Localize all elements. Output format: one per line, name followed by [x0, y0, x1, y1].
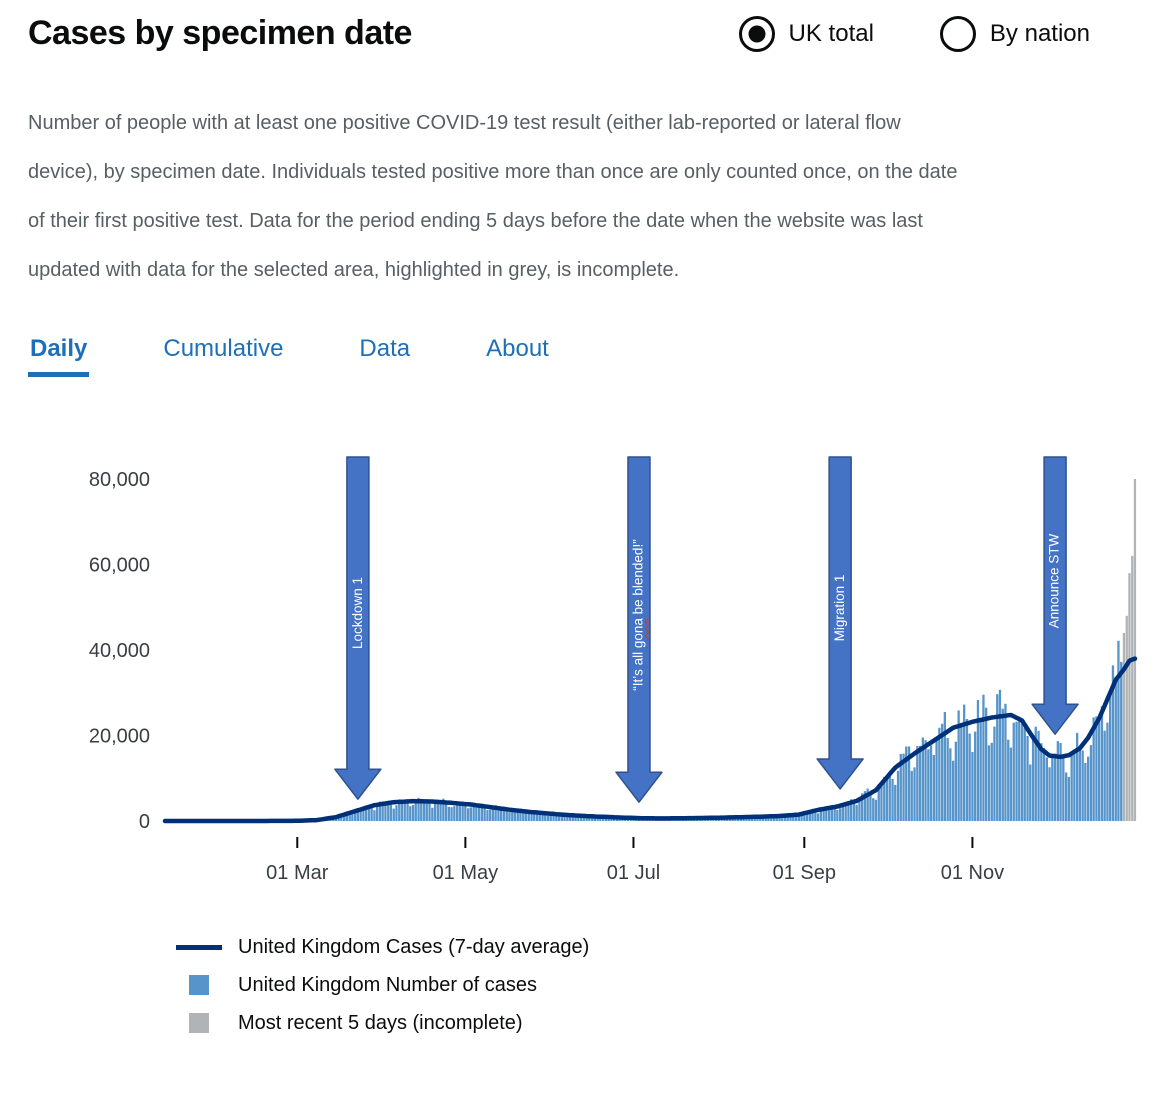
y-axis-label: 60,000 [89, 555, 150, 577]
tab-daily[interactable]: Daily [28, 335, 90, 377]
annotation-arrow-icon [1031, 456, 1079, 735]
chart-description: Number of people with at least one posit… [28, 112, 958, 281]
legend-item-daily-cases: United Kingdom Number of cases [176, 973, 1158, 997]
tab-data[interactable]: Data [359, 335, 411, 362]
legend-label: Most recent 5 days (incomplete) [238, 1011, 523, 1034]
card-header: Cases by specimen date UK total By natio… [0, 0, 1158, 53]
radio-by-nation-label: By nation [989, 19, 1090, 47]
annotation-arrow-icon [615, 456, 663, 803]
incomplete-swatch-icon [189, 1013, 209, 1033]
x-axis-label: 01 Jul [607, 862, 660, 884]
y-axis-label: 20,000 [89, 726, 150, 748]
area-type-radio-group: UK total By nation [738, 15, 1090, 52]
y-axis-label: 0 [139, 811, 150, 833]
radio-uk-total-label: UK total [788, 19, 874, 47]
y-axis-label: 80,000 [89, 469, 150, 491]
chart-canvas: 0 20,000 40,000 60,000 80,000 01 Mar 01 May 01 … [89, 456, 1138, 884]
annotation-arrow-icon [816, 456, 864, 790]
legend-item-incomplete: Most recent 5 days (incomplete) [176, 1011, 1158, 1035]
radio-uk-total[interactable]: UK total [738, 15, 874, 52]
x-axis-label: 01 May [433, 862, 499, 884]
annotation-arrow-icon [334, 456, 382, 800]
legend-item-average-line: United Kingdom Cases (7-day average) [176, 935, 1158, 959]
bar-swatch-icon [189, 975, 209, 995]
daily-cases-bars [304, 640, 1123, 821]
seven-day-average-line [162, 656, 1138, 824]
line-swatch-icon [176, 944, 222, 950]
incomplete-bars [1122, 479, 1137, 821]
tab-about[interactable]: About [486, 335, 549, 362]
y-axis-label: 40,000 [89, 640, 150, 662]
x-axis-label: 01 Sep [773, 862, 836, 884]
x-axis-label: 01 Mar [266, 862, 329, 884]
x-axis-label: 01 Nov [941, 862, 1004, 884]
chart-legend: United Kingdom Cases (7-day average) Uni… [176, 935, 1158, 1035]
radio-uk-total-icon [738, 15, 775, 52]
radio-by-nation[interactable]: By nation [939, 15, 1090, 52]
page-title: Cases by specimen date [28, 14, 412, 52]
daily-cases-chart: 0 20,000 40,000 60,000 80,000 01 Mar 01 May 01 … [0, 439, 1158, 919]
chart-tabs: Daily Cumulative Data About [28, 335, 1158, 377]
radio-by-nation-icon [939, 15, 976, 52]
legend-label: United Kingdom Number of cases [238, 973, 538, 996]
tab-cumulative[interactable]: Cumulative [163, 335, 284, 362]
legend-label: United Kingdom Cases (7-day average) [238, 935, 590, 958]
